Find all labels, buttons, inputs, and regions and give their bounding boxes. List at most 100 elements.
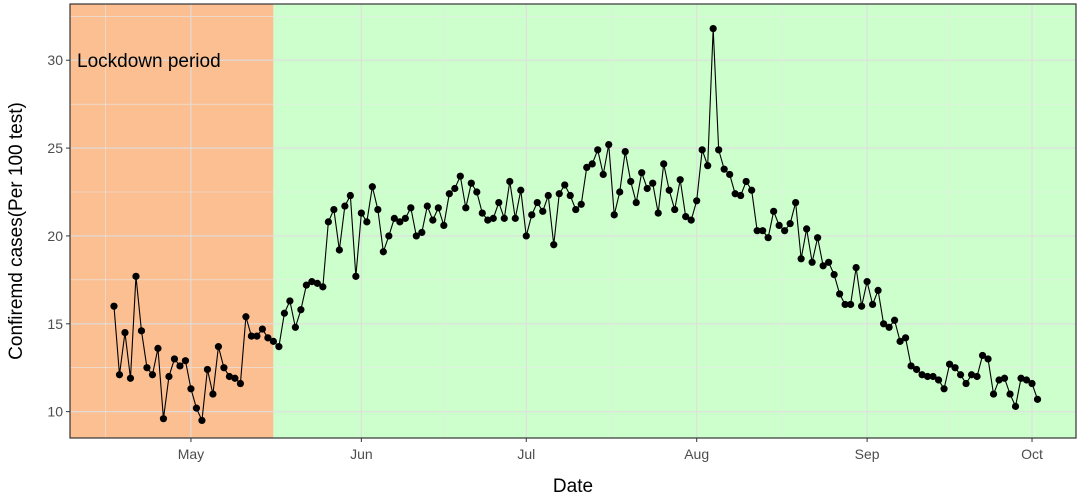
data-point [748,186,756,194]
data-point [418,228,426,237]
data-point [357,209,365,217]
data-point [434,204,442,212]
data-point [451,184,459,193]
axes: 10 15 20 25 30 May Jun Jul Aug Sep Oct [47,52,1043,462]
data-point [319,283,327,291]
data-point [682,213,690,221]
data-point [132,272,140,280]
data-point [478,209,486,217]
data-point [500,214,508,222]
data-point [1017,374,1025,382]
data-point [539,207,547,215]
data-point [423,202,431,210]
data-point [352,272,360,280]
data-point [621,147,629,156]
x-tick-label: May [178,446,204,462]
data-point [814,234,822,242]
data-point [1028,379,1036,388]
data-point [588,160,596,168]
data-point [715,146,723,154]
data-point [533,198,541,207]
data-point [214,343,223,351]
data-point [330,205,338,214]
data-point [687,216,695,224]
data-point [726,170,734,179]
data-point [808,258,816,266]
data-point [643,184,651,193]
data-point [143,364,151,372]
data-point [489,214,497,222]
data-point [847,300,855,309]
data-point [522,232,530,240]
y-axis-title: Confiremd cases(Per 100 test) [6,102,27,360]
data-point [176,362,184,370]
data-point [280,309,288,317]
data-point [786,220,794,228]
annotation-lockdown-period: Lockdown period [77,51,221,72]
data-point [704,162,712,170]
data-point [187,385,195,393]
data-point [907,362,915,370]
data-point [396,218,404,226]
data-point [995,376,1003,384]
data-point [610,211,618,219]
data-point [989,390,998,398]
data-point [121,328,129,337]
data-point [951,364,959,372]
data-point [407,204,415,212]
data-point [1022,376,1031,384]
data-point [484,216,492,224]
data-point [445,190,453,198]
data-point [599,170,607,179]
data-point [412,232,420,240]
data-point [467,179,475,187]
data-point [934,376,943,384]
data-point [462,204,470,212]
region-lockdown [70,4,274,438]
y-tick-label: 15 [47,316,63,332]
data-point [594,146,602,154]
data-point [335,246,343,254]
data-point [170,355,179,363]
data-point [819,262,827,270]
data-point [264,334,272,342]
data-point [945,360,954,368]
data-point [324,218,332,226]
y-tick-label: 30 [47,52,63,68]
data-point [401,214,409,222]
x-tick-label: Sep [855,446,880,462]
data-point [154,344,162,352]
data-point [1011,402,1020,410]
data-point [775,221,783,229]
data-point [973,372,981,381]
data-point [198,416,206,425]
data-point [929,372,937,381]
x-axis-title: Date [553,476,593,496]
y-tick-label: 20 [47,228,63,244]
data-point [203,365,212,374]
data-point [797,255,805,263]
x-tick-label: Jul [517,446,535,462]
data-point [803,225,811,233]
data-point [709,24,717,33]
data-point [258,325,267,333]
data-point [286,297,294,305]
data-point [192,404,201,412]
plot-border [69,3,1077,439]
y-tick-label: 10 [47,404,63,420]
data-point [852,263,860,272]
data-point [374,205,382,214]
data-point [137,327,146,335]
data-point [231,374,239,382]
data-point [550,241,558,249]
data-point [236,379,245,388]
background-regions [70,4,1076,438]
data-point [253,332,261,340]
data-point [429,216,437,224]
data-point [940,385,948,393]
data-point [896,337,904,345]
data-point [577,200,585,208]
data-point [341,202,349,210]
data-point [605,140,613,149]
